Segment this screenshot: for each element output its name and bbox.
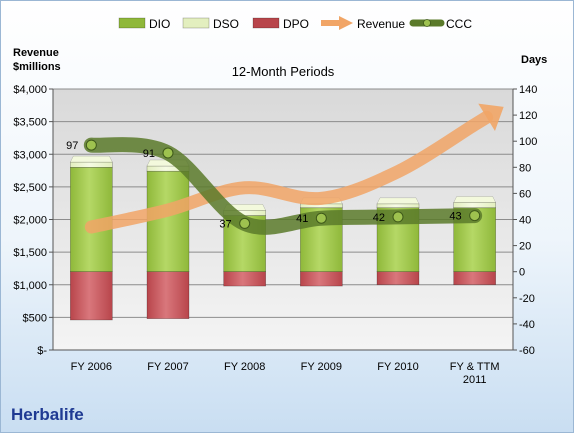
dio-bar — [69, 161, 113, 273]
x-tick-label: FY 2006 — [71, 361, 112, 373]
ccc-data-label: 41 — [296, 213, 308, 225]
right-tick-label: 40 — [519, 215, 531, 227]
dso-bar — [453, 196, 497, 209]
revenue-trend-line — [84, 110, 494, 234]
left-tick-label: $1,500 — [13, 247, 47, 259]
dio-bar-face — [146, 170, 190, 272]
right-tick-label: 100 — [519, 136, 537, 148]
dso-bar-top — [453, 196, 497, 203]
left-tick-label: $4,000 — [13, 84, 47, 96]
right-tick-label: 120 — [519, 110, 537, 122]
left-tick-label: $- — [37, 345, 47, 357]
dpo-bar-face — [376, 271, 420, 286]
dso-bar-face — [376, 203, 420, 209]
legend-dio-swatch — [118, 17, 146, 29]
left-tick-label: $1,000 — [13, 280, 47, 292]
legend-ccc-label: CCC — [446, 17, 472, 31]
right-tick-label: -40 — [519, 319, 535, 331]
x-tick-label: 2011 — [463, 374, 487, 386]
right-axis-title: Days — [521, 54, 547, 66]
legend-dio-label: DIO — [149, 17, 170, 31]
dpo-bar-face — [223, 271, 266, 287]
ccc-point — [162, 147, 174, 159]
left-tick-label: $2,000 — [13, 215, 47, 227]
x-tick-label: FY 2009 — [301, 361, 342, 373]
right-tick-label: 140 — [519, 84, 537, 96]
right-tick-label: 20 — [519, 241, 531, 253]
legend-dpo-swatch — [252, 17, 280, 29]
revenue-arrowhead — [478, 103, 504, 131]
legend-dso-swatch — [182, 17, 210, 29]
ccc-data-label: 91 — [143, 148, 155, 160]
x-tick-label: FY 2008 — [224, 361, 265, 373]
left-tick-label: $3,500 — [13, 117, 47, 129]
chart-title: 12-Month Periods — [232, 64, 335, 79]
dpo-bar — [69, 265, 113, 321]
right-tick-label: 60 — [519, 188, 531, 200]
dpo-bar-face — [453, 271, 496, 286]
left-tick-label: $3,000 — [13, 149, 47, 161]
x-tick-label: FY 2007 — [147, 361, 188, 373]
dpo-bar-face — [300, 271, 343, 287]
x-tick-label: FY & TTM — [450, 361, 500, 373]
legend-revenue-arrowhead — [339, 16, 353, 30]
dpo-bar-face — [70, 271, 113, 321]
left-axis-title: Revenue — [13, 47, 59, 59]
ccc-data-label: 97 — [66, 140, 78, 152]
left-axis-title: $millions — [13, 61, 61, 73]
ccc-point — [392, 211, 404, 223]
right-tick-label: 0 — [519, 267, 525, 279]
dpo-bar-face — [146, 271, 190, 319]
company-name: Herbalife — [11, 405, 84, 424]
ccc-data-label: 42 — [373, 212, 385, 224]
dpo-bar — [146, 265, 190, 319]
legend-revenue-label: Revenue — [357, 17, 405, 31]
x-tick-label: FY 2010 — [377, 361, 418, 373]
dio-bar — [146, 164, 190, 272]
ccc-point — [239, 217, 251, 229]
left-tick-label: $500 — [23, 312, 47, 324]
right-tick-label: -60 — [519, 345, 535, 357]
right-tick-label: 80 — [519, 162, 531, 174]
dso-bar — [69, 155, 113, 168]
right-tick-label: -20 — [519, 293, 535, 305]
ccc-data-label: 37 — [219, 218, 231, 230]
dso-bar-top — [376, 197, 420, 205]
ccc-data-label: 43 — [449, 211, 461, 223]
ccc-point — [315, 212, 327, 224]
ccc-point — [85, 139, 97, 151]
legend-ccc-marker — [423, 19, 431, 27]
dso-bar-face — [453, 202, 496, 209]
legend: DIO DSO DPO Revenue CCC — [118, 16, 472, 31]
ccc-point — [469, 210, 481, 222]
legend-dso-label: DSO — [213, 17, 239, 31]
legend-dpo-label: DPO — [283, 17, 309, 31]
dso-bar-top — [69, 155, 113, 163]
left-tick-label: $2,500 — [13, 182, 47, 194]
dso-bar — [376, 197, 420, 209]
dso-bar-face — [70, 161, 113, 168]
